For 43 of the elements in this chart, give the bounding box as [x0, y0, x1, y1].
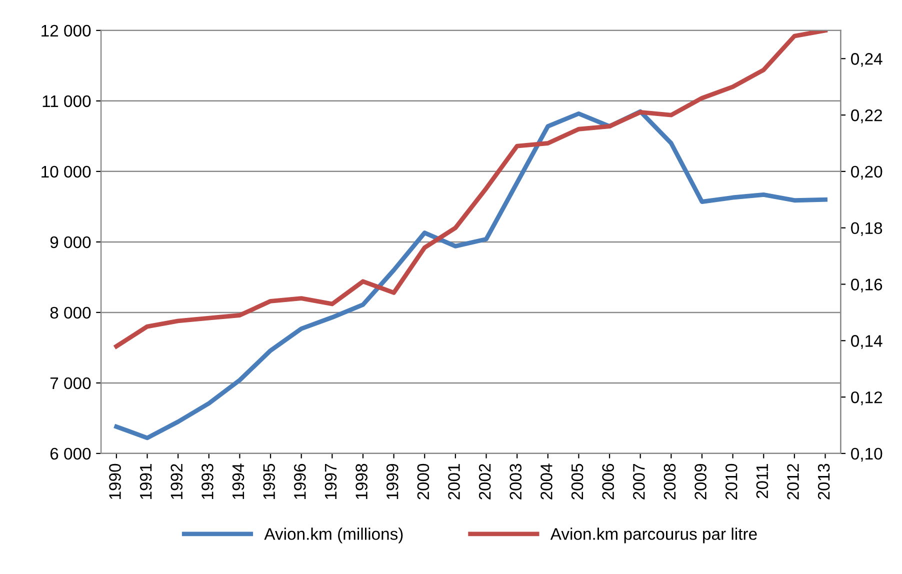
x-tick-label: 2006 — [602, 464, 614, 500]
x-tick-label: 2009 — [694, 464, 706, 500]
y2-tick-label: 0,14 — [851, 335, 882, 349]
x-tick-label: 1995 — [263, 464, 275, 499]
legend-label: Avion.km (millions) — [264, 528, 403, 544]
line-series — [114, 30, 828, 349]
x-tick-label: 2008 — [664, 464, 676, 500]
x-tick-label: 2002 — [478, 464, 491, 500]
x-tick-label: 1999 — [386, 464, 398, 499]
x-tick-label: 2010 — [725, 464, 738, 500]
y2-tick-label: 0,10 — [851, 448, 882, 462]
legend-label: Avion.km parcourus par litre — [550, 528, 757, 544]
y-tick-label: 9 000 — [50, 236, 91, 248]
y2-tick-label: 0,12 — [851, 391, 882, 406]
y2-tick-label: 0,18 — [851, 222, 882, 236]
y2-tick-label: 0,20 — [851, 166, 882, 180]
x-tick-label: 1998 — [356, 464, 368, 499]
line-series — [114, 109, 828, 440]
y2-tick-label: 0,24 — [851, 53, 882, 67]
x-tick-label: 1991 — [140, 464, 152, 499]
x-tick-label: 2013 — [818, 464, 830, 500]
x-tick-label: 1994 — [232, 464, 244, 499]
x-tick-label: 2003 — [510, 464, 522, 500]
x-tick-label: 1996 — [294, 464, 306, 499]
y-tick-label: 7 000 — [50, 377, 91, 390]
y-tick-label: 11 000 — [42, 95, 91, 108]
y-tick-label: 8 000 — [50, 306, 91, 319]
x-tick-label: 1997 — [324, 464, 337, 499]
x-tick-label: 1993 — [202, 464, 214, 499]
y2-tick-label: 0,16 — [851, 278, 882, 292]
x-tick-label: 1990 — [109, 464, 121, 499]
y-tick-label: 12 000 — [42, 24, 91, 37]
x-tick-label: 2000 — [417, 464, 430, 500]
x-tick-label: 2005 — [571, 464, 584, 500]
x-tick-label: 2004 — [540, 464, 552, 500]
y2-tick-label: 0,22 — [851, 109, 882, 124]
x-tick-label: 1992 — [170, 464, 183, 499]
x-tick-label: 2011 — [756, 464, 768, 498]
x-tick-label: 2001 — [448, 464, 460, 500]
y-tick-label: 6 000 — [50, 448, 91, 460]
y-tick-label: 10 000 — [42, 166, 91, 178]
x-tick-label: 2007 — [633, 464, 645, 500]
x-tick-label: 2012 — [787, 464, 799, 500]
